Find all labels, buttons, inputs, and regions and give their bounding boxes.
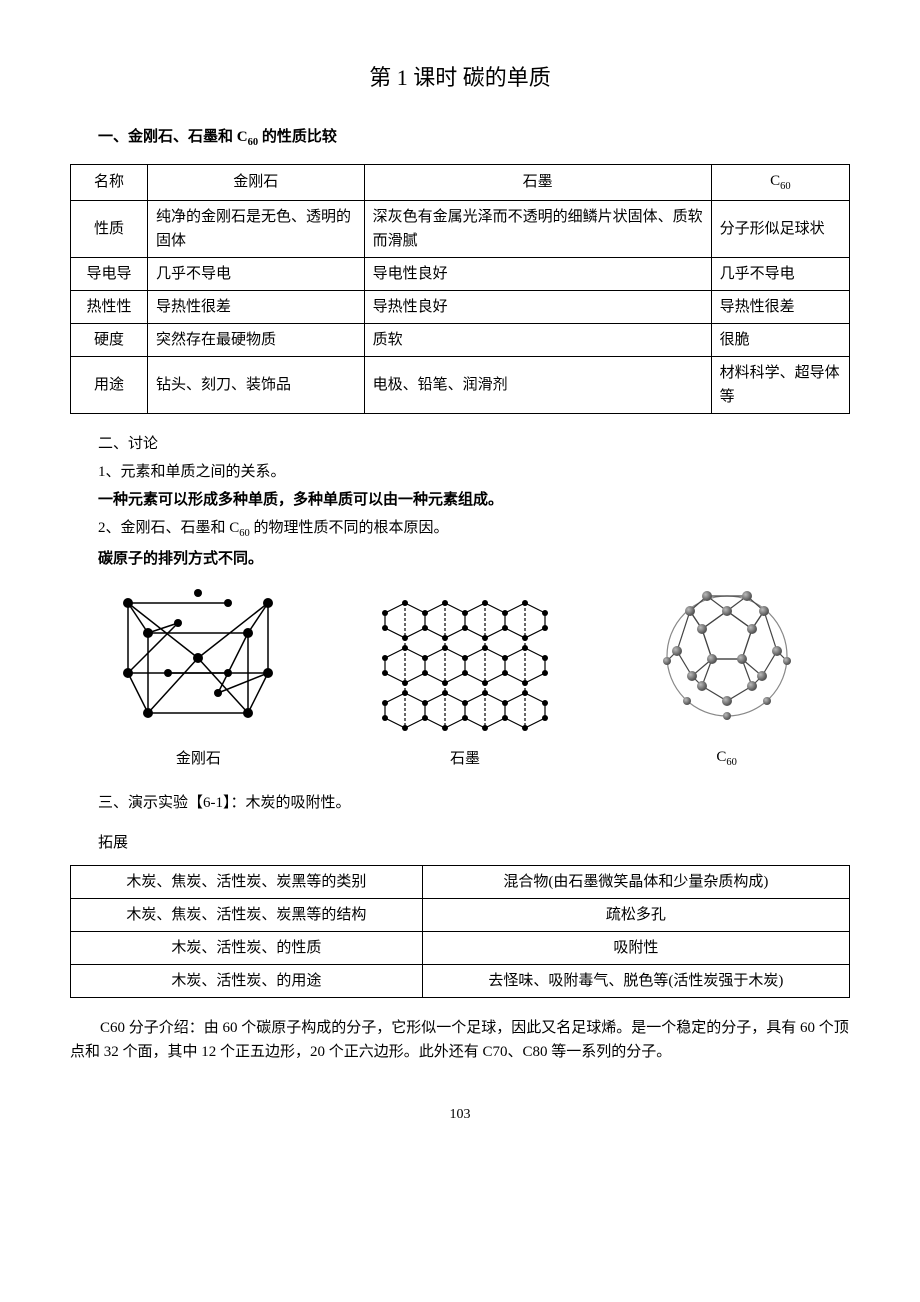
table-cell: 质软 [364, 323, 711, 356]
table-row: 性质纯净的金刚石是无色、透明的固体深灰色有金属光泽而不透明的细鳞片状固体、质软而… [71, 200, 850, 257]
c60-structure-icon [652, 581, 802, 731]
figure-label-c60: C60 [652, 745, 802, 772]
table-cell: 导热性很差 [148, 290, 365, 323]
table-cell: 木炭、活性炭、的性质 [71, 932, 423, 965]
diamond-structure-icon [118, 583, 278, 733]
table-cell: 名称 [71, 164, 148, 200]
table-cell: 突然存在最硬物质 [148, 323, 365, 356]
table-cell: 钻头、刻刀、装饰品 [148, 356, 365, 413]
table-row: 热性性导热性很差导热性良好导热性很差 [71, 290, 850, 323]
table-cell: 木炭、焦炭、活性炭、炭黑等的类别 [71, 866, 423, 899]
section1-heading: 一、金刚石、石墨和 C60 的性质比较 [98, 125, 850, 152]
table-cell: 电极、铅笔、润滑剂 [364, 356, 711, 413]
figure-label-diamond: 金刚石 [118, 747, 278, 771]
table-row: 导电导几乎不导电导电性良好几乎不导电 [71, 257, 850, 290]
table-cell: 性质 [71, 200, 148, 257]
table-cell: 石墨 [364, 164, 711, 200]
discuss-line-2: 一种元素可以形成多种单质，多种单质可以由一种元素组成。 [98, 488, 850, 512]
section3-heading: 三、演示实验【6-1】：木炭的吸附性。 [98, 791, 850, 815]
table-cell: 导热性良好 [364, 290, 711, 323]
extension-table: 木炭、焦炭、活性炭、炭黑等的类别混合物(由石墨微笑晶体和少量杂质构成)木炭、焦炭… [70, 865, 850, 998]
footer-paragraph: C60 分子介绍：由 60 个碳原子构成的分子，它形似一个足球，因此又名足球烯。… [70, 1016, 850, 1064]
table-cell: 分子形似足球状 [711, 200, 849, 257]
table-cell: 金刚石 [148, 164, 365, 200]
page-title: 第 1 课时 碳的单质 [70, 60, 850, 95]
table-cell: 导电性良好 [364, 257, 711, 290]
tuozhan-label: 拓展 [98, 831, 850, 855]
table-cell: 很脆 [711, 323, 849, 356]
figure-c60: C60 [652, 581, 802, 772]
table-cell: 几乎不导电 [711, 257, 849, 290]
figure-graphite: 石墨 [375, 583, 555, 771]
table-cell: C60 [711, 164, 849, 200]
table-cell: 混合物(由石墨微笑晶体和少量杂质构成) [422, 866, 849, 899]
table-cell: 几乎不导电 [148, 257, 365, 290]
discuss-line-4: 碳原子的排列方式不同。 [98, 547, 850, 571]
discuss-line-1: 1、元素和单质之间的关系。 [98, 460, 850, 484]
page-number: 103 [70, 1104, 850, 1126]
table-row: 木炭、焦炭、活性炭、炭黑等的结构疏松多孔 [71, 899, 850, 932]
discuss-line-3: 2、金刚石、石墨和 C60 的物理性质不同的根本原因。 [98, 516, 850, 543]
section2-heading: 二、讨论 [98, 432, 850, 456]
table-cell: 深灰色有金属光泽而不透明的细鳞片状固体、质软而滑腻 [364, 200, 711, 257]
table-cell: 木炭、活性炭、的用途 [71, 965, 423, 998]
table-row: 用途钻头、刻刀、装饰品电极、铅笔、润滑剂材料科学、超导体等 [71, 356, 850, 413]
table-row: 木炭、活性炭、的性质吸附性 [71, 932, 850, 965]
table-cell: 木炭、焦炭、活性炭、炭黑等的结构 [71, 899, 423, 932]
figure-diamond: 金刚石 [118, 583, 278, 771]
properties-table: 名称金刚石石墨C60性质纯净的金刚石是无色、透明的固体深灰色有金属光泽而不透明的… [70, 164, 850, 414]
table-row: 名称金刚石石墨C60 [71, 164, 850, 200]
table-row: 木炭、焦炭、活性炭、炭黑等的类别混合物(由石墨微笑晶体和少量杂质构成) [71, 866, 850, 899]
table-cell: 热性性 [71, 290, 148, 323]
table-row: 木炭、活性炭、的用途去怪味、吸附毒气、脱色等(活性炭强于木炭) [71, 965, 850, 998]
table-cell: 纯净的金刚石是无色、透明的固体 [148, 200, 365, 257]
table-cell: 材料科学、超导体等 [711, 356, 849, 413]
table-cell: 吸附性 [422, 932, 849, 965]
table-cell: 疏松多孔 [422, 899, 849, 932]
table-row: 硬度突然存在最硬物质质软很脆 [71, 323, 850, 356]
table-cell: 硬度 [71, 323, 148, 356]
table-cell: 导电导 [71, 257, 148, 290]
table-cell: 用途 [71, 356, 148, 413]
table-cell: 去怪味、吸附毒气、脱色等(活性炭强于木炭) [422, 965, 849, 998]
table-cell: 导热性很差 [711, 290, 849, 323]
graphite-structure-icon [375, 583, 555, 733]
figure-label-graphite: 石墨 [375, 747, 555, 771]
figures-row: 金刚石 [70, 581, 850, 772]
